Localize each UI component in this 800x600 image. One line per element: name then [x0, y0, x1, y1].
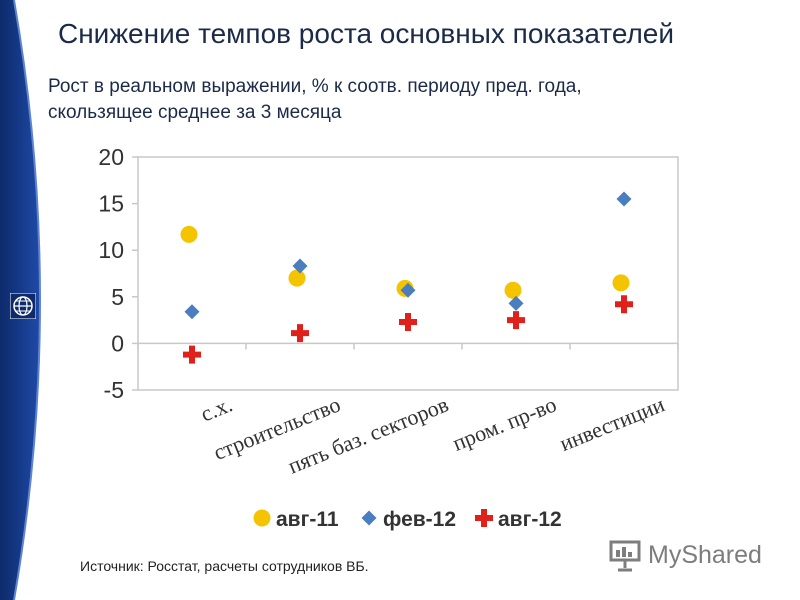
data-point-cross — [291, 324, 309, 343]
y-tick-label: -5 — [104, 377, 124, 403]
legend-label: авг-12 — [498, 508, 562, 531]
y-tick-label: 5 — [111, 284, 124, 310]
slide-subtitle: Рост в реальном выражении, % к соотв. пе… — [48, 74, 768, 126]
x-category-label: инвестиции — [556, 391, 668, 456]
data-point-cross — [615, 295, 633, 314]
watermark: MyShared — [608, 538, 778, 572]
data-point-cross — [507, 311, 525, 330]
y-tick-label: 15 — [98, 191, 124, 217]
slide-title: Снижение темпов роста основных показател… — [58, 18, 675, 49]
data-point-circle — [612, 274, 630, 292]
y-tick-label: 0 — [111, 330, 124, 356]
y-tick-label: 20 — [98, 144, 124, 170]
data-point-diamond — [508, 295, 524, 311]
data-point-cross — [183, 345, 201, 364]
globe-icon — [10, 293, 36, 319]
legend-marker-circle — [253, 509, 271, 527]
watermark-text: MyShared — [648, 541, 762, 569]
data-point-diamond — [292, 258, 308, 274]
data-point-diamond — [184, 304, 200, 320]
legend-label: авг-11 — [276, 508, 339, 531]
y-tick-label: 10 — [98, 237, 124, 263]
legend-marker-diamond — [361, 510, 377, 526]
subtitle-line-2: скользящее среднее за 3 месяца — [48, 102, 342, 123]
x-category-label: с.х. — [197, 391, 236, 426]
data-point-diamond — [616, 191, 632, 207]
data-point-cross — [399, 312, 417, 331]
presentation-icon — [609, 540, 641, 572]
subtitle-line-1: Рост в реальном выражении, % к соотв. пе… — [48, 76, 582, 97]
data-point-diamond — [400, 282, 416, 298]
data-point-circle — [288, 269, 306, 287]
legend-label: фев-12 — [383, 508, 456, 531]
data-point-circle — [504, 281, 522, 299]
x-category-label: пром. пр-во — [449, 391, 560, 455]
source-note: Источник: Росстат, расчеты сотрудников В… — [80, 558, 369, 574]
plot-area-frame — [137, 156, 679, 391]
data-point-circle — [180, 225, 198, 243]
legend-marker-cross — [475, 509, 493, 527]
